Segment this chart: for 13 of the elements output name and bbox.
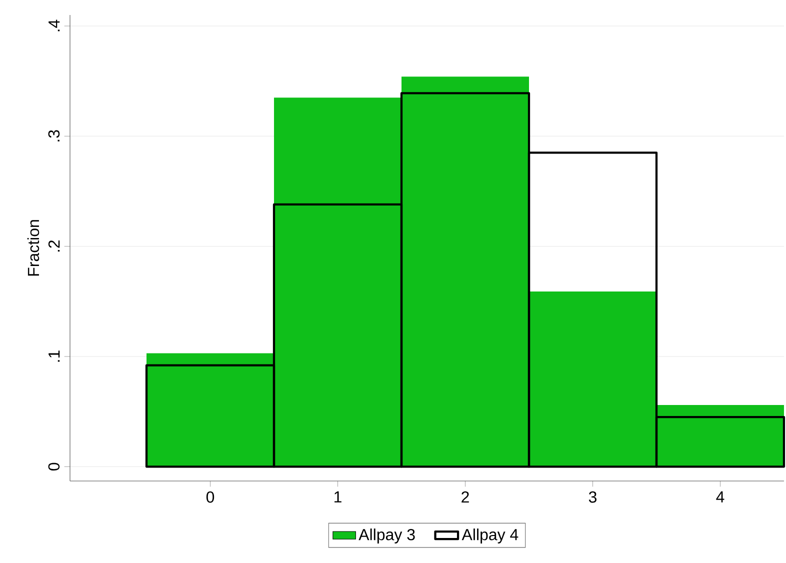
y-tick-label: .4: [48, 20, 60, 32]
y-tick-label: .1: [48, 350, 60, 362]
x-tick-label: 3: [588, 491, 596, 503]
y-tick-label: .2: [48, 240, 60, 252]
legend-label: Allpay 3: [358, 528, 415, 544]
y-tick-label: 0: [48, 462, 60, 470]
x-tick-label: 1: [334, 491, 342, 502]
y-tick-label: .3: [48, 130, 60, 142]
y-axis-title: Fraction: [27, 220, 40, 276]
x-tick-label: 0: [206, 491, 214, 503]
legend-label: Allpay 4: [462, 528, 518, 544]
x-tick-label: 2: [462, 491, 469, 503]
x-tick-label: 4: [716, 491, 724, 502]
